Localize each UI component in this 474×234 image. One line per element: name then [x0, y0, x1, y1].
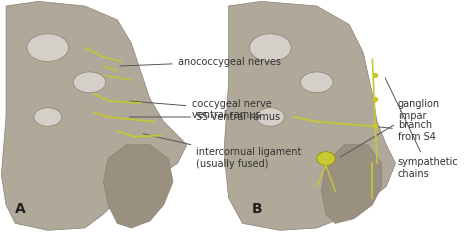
Polygon shape: [224, 1, 396, 230]
Text: S5 ventral ramus: S5 ventral ramus: [129, 112, 280, 122]
Ellipse shape: [317, 152, 335, 166]
Ellipse shape: [249, 34, 291, 62]
Polygon shape: [103, 145, 173, 228]
Polygon shape: [1, 1, 187, 230]
Text: anococcygeal nerves: anococcygeal nerves: [120, 56, 281, 66]
Ellipse shape: [256, 108, 284, 126]
Ellipse shape: [27, 34, 69, 62]
Text: A: A: [15, 202, 26, 216]
Ellipse shape: [73, 72, 106, 93]
Text: B: B: [252, 202, 263, 216]
Ellipse shape: [301, 72, 333, 93]
Text: ganglion
impar: ganglion impar: [340, 99, 440, 157]
Text: branch
from S4: branch from S4: [375, 120, 436, 142]
Text: intercornual ligament
(usually fused): intercornual ligament (usually fused): [143, 134, 301, 169]
Text: coccygeal nerve
ventral ramus: coccygeal nerve ventral ramus: [129, 99, 271, 120]
Polygon shape: [321, 145, 382, 223]
Ellipse shape: [34, 108, 62, 126]
Text: sympathetic
chains: sympathetic chains: [385, 78, 459, 179]
